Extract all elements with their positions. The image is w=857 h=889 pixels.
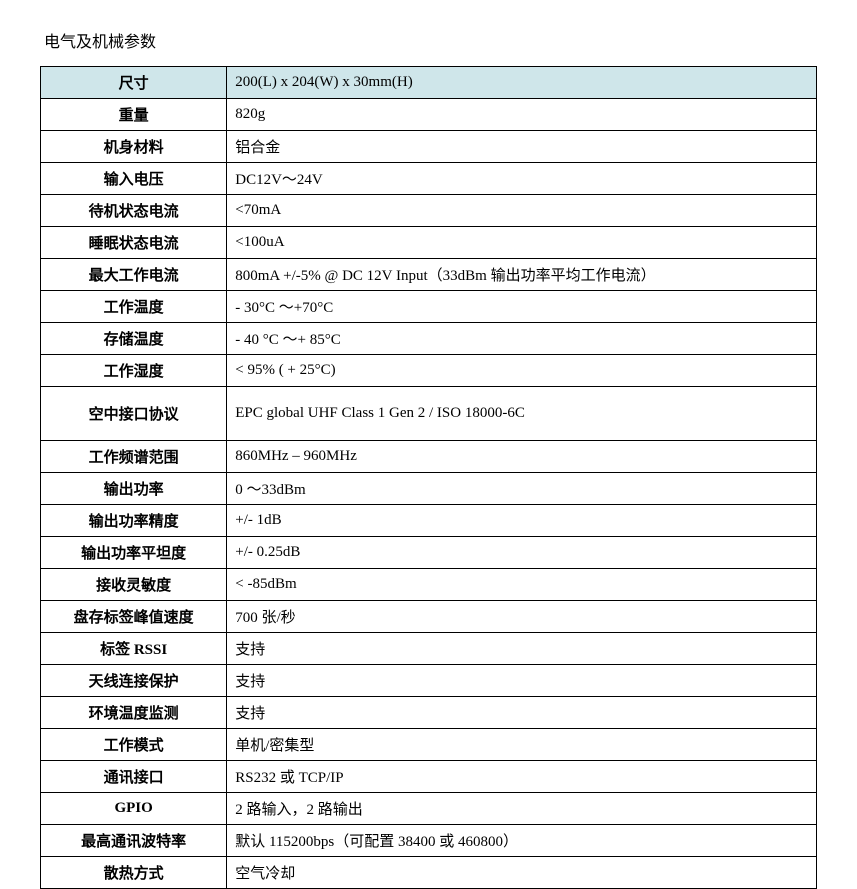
- table-row: 最大工作电流800mA +/-5% @ DC 12V Input（33dBm 输…: [41, 259, 817, 291]
- header-row: 尺寸 200(L) x 204(W) x 30mm(H): [41, 67, 817, 99]
- table-row: 通讯接口RS232 或 TCP/IP: [41, 761, 817, 793]
- row-value: 支持: [227, 665, 817, 697]
- row-value: - 30°C ～+70°C: [227, 291, 817, 323]
- row-label: 最大工作电流: [41, 259, 227, 291]
- row-label: GPIO: [41, 793, 227, 825]
- table-row: 标签 RSSI支持: [41, 633, 817, 665]
- row-label: 待机状态电流: [41, 195, 227, 227]
- spec-table: 尺寸 200(L) x 204(W) x 30mm(H) 重量820g机身材料铝…: [40, 66, 817, 889]
- row-value: 支持: [227, 697, 817, 729]
- row-value: - 40 °C ～+ 85°C: [227, 323, 817, 355]
- table-row: 天线连接保护支持: [41, 665, 817, 697]
- row-value: 空气冷却: [227, 857, 817, 889]
- table-row: 待机状态电流<70mA: [41, 195, 817, 227]
- row-label: 工作温度: [41, 291, 227, 323]
- table-row: 睡眠状态电流<100uA: [41, 227, 817, 259]
- row-value: 820g: [227, 99, 817, 131]
- row-value: < -85dBm: [227, 569, 817, 601]
- table-row: 盘存标签峰值速度700 张/秒: [41, 601, 817, 633]
- table-row: 输入电压DC12V～24V: [41, 163, 817, 195]
- row-label: 工作模式: [41, 729, 227, 761]
- table-row: 输出功率平坦度+/- 0.25dB: [41, 537, 817, 569]
- row-label: 环境温度监测: [41, 697, 227, 729]
- row-value: 2 路输入，2 路输出: [227, 793, 817, 825]
- row-value: RS232 或 TCP/IP: [227, 761, 817, 793]
- row-label: 空中接口协议: [41, 387, 227, 441]
- table-row: 工作温度- 30°C ～+70°C: [41, 291, 817, 323]
- row-value: +/- 0.25dB: [227, 537, 817, 569]
- row-value: 铝合金: [227, 131, 817, 163]
- row-label: 存储温度: [41, 323, 227, 355]
- row-value: 700 张/秒: [227, 601, 817, 633]
- header-value: 200(L) x 204(W) x 30mm(H): [227, 67, 817, 99]
- row-label: 通讯接口: [41, 761, 227, 793]
- table-row: 工作湿度< 95% ( + 25°C): [41, 355, 817, 387]
- header-label: 尺寸: [41, 67, 227, 99]
- row-label: 工作湿度: [41, 355, 227, 387]
- table-row: 存储温度- 40 °C ～+ 85°C: [41, 323, 817, 355]
- row-label: 散热方式: [41, 857, 227, 889]
- table-row: 散热方式空气冷却: [41, 857, 817, 889]
- table-row: 空中接口协议EPC global UHF Class 1 Gen 2 / ISO…: [41, 387, 817, 441]
- row-label: 盘存标签峰值速度: [41, 601, 227, 633]
- table-row: 接收灵敏度< -85dBm: [41, 569, 817, 601]
- row-value: 0 ～33dBm: [227, 473, 817, 505]
- row-label: 天线连接保护: [41, 665, 227, 697]
- table-row: 最高通讯波特率默认 115200bps（可配置 38400 或 460800）: [41, 825, 817, 857]
- table-row: 输出功率精度+/- 1dB: [41, 505, 817, 537]
- row-label: 最高通讯波特率: [41, 825, 227, 857]
- table-row: 工作频谱范围860MHz – 960MHz: [41, 441, 817, 473]
- row-label: 输出功率精度: [41, 505, 227, 537]
- table-row: 重量820g: [41, 99, 817, 131]
- row-label: 重量: [41, 99, 227, 131]
- row-value: 860MHz – 960MHz: [227, 441, 817, 473]
- table-row: 输出功率0 ～33dBm: [41, 473, 817, 505]
- row-value: 800mA +/-5% @ DC 12V Input（33dBm 输出功率平均工…: [227, 259, 817, 291]
- row-label: 睡眠状态电流: [41, 227, 227, 259]
- table-row: 机身材料铝合金: [41, 131, 817, 163]
- row-value: < 95% ( + 25°C): [227, 355, 817, 387]
- row-value: DC12V～24V: [227, 163, 817, 195]
- row-value: 支持: [227, 633, 817, 665]
- row-label: 输出功率平坦度: [41, 537, 227, 569]
- row-label: 输入电压: [41, 163, 227, 195]
- table-row: 环境温度监测支持: [41, 697, 817, 729]
- row-label: 机身材料: [41, 131, 227, 163]
- row-label: 接收灵敏度: [41, 569, 227, 601]
- row-label: 工作频谱范围: [41, 441, 227, 473]
- row-value: +/- 1dB: [227, 505, 817, 537]
- row-value: 单机/密集型: [227, 729, 817, 761]
- table-row: GPIO2 路输入，2 路输出: [41, 793, 817, 825]
- row-value: 默认 115200bps（可配置 38400 或 460800）: [227, 825, 817, 857]
- section-title: 电气及机械参数: [44, 28, 817, 52]
- row-label: 输出功率: [41, 473, 227, 505]
- row-value: EPC global UHF Class 1 Gen 2 / ISO 18000…: [227, 387, 817, 441]
- table-row: 工作模式单机/密集型: [41, 729, 817, 761]
- row-value: <70mA: [227, 195, 817, 227]
- row-value: <100uA: [227, 227, 817, 259]
- row-label: 标签 RSSI: [41, 633, 227, 665]
